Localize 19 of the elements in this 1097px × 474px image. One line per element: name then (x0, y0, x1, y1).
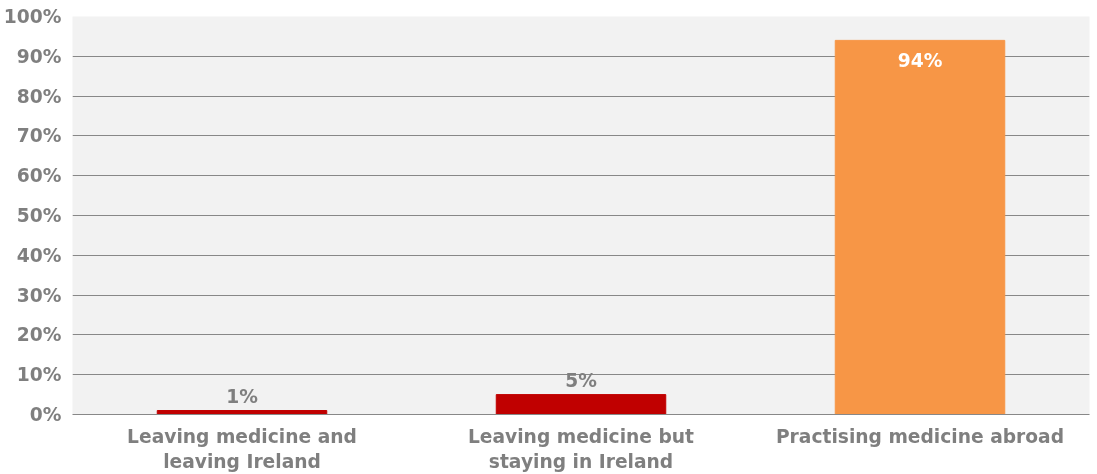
data-label: 5% (565, 369, 598, 391)
x-tick-label: Leaving medicine but staying in Ireland (467, 425, 695, 472)
y-tick-label: 50% (16, 205, 62, 226)
data-label: 1% (226, 385, 259, 407)
y-tick-label: 70% (16, 125, 62, 147)
y-tick-label: 10% (16, 364, 62, 386)
y-tick-label: 30% (16, 284, 62, 306)
y-tick-label: 0% (29, 404, 62, 425)
data-label: 94% (897, 50, 943, 72)
bar (834, 39, 1006, 415)
x-tick-label: Leaving medicine and leaving Ireland (127, 425, 357, 472)
y-tick-label: 60% (16, 165, 62, 187)
y-tick-label: 90% (16, 45, 62, 67)
bar (495, 394, 667, 415)
y-tick-label: 80% (16, 85, 62, 107)
y-tick-label: 20% (16, 324, 62, 346)
y-tick-label: 40% (16, 244, 62, 266)
x-tick-label: Practising medicine abroad (775, 425, 1065, 447)
y-tick-label: 100% (3, 6, 62, 27)
